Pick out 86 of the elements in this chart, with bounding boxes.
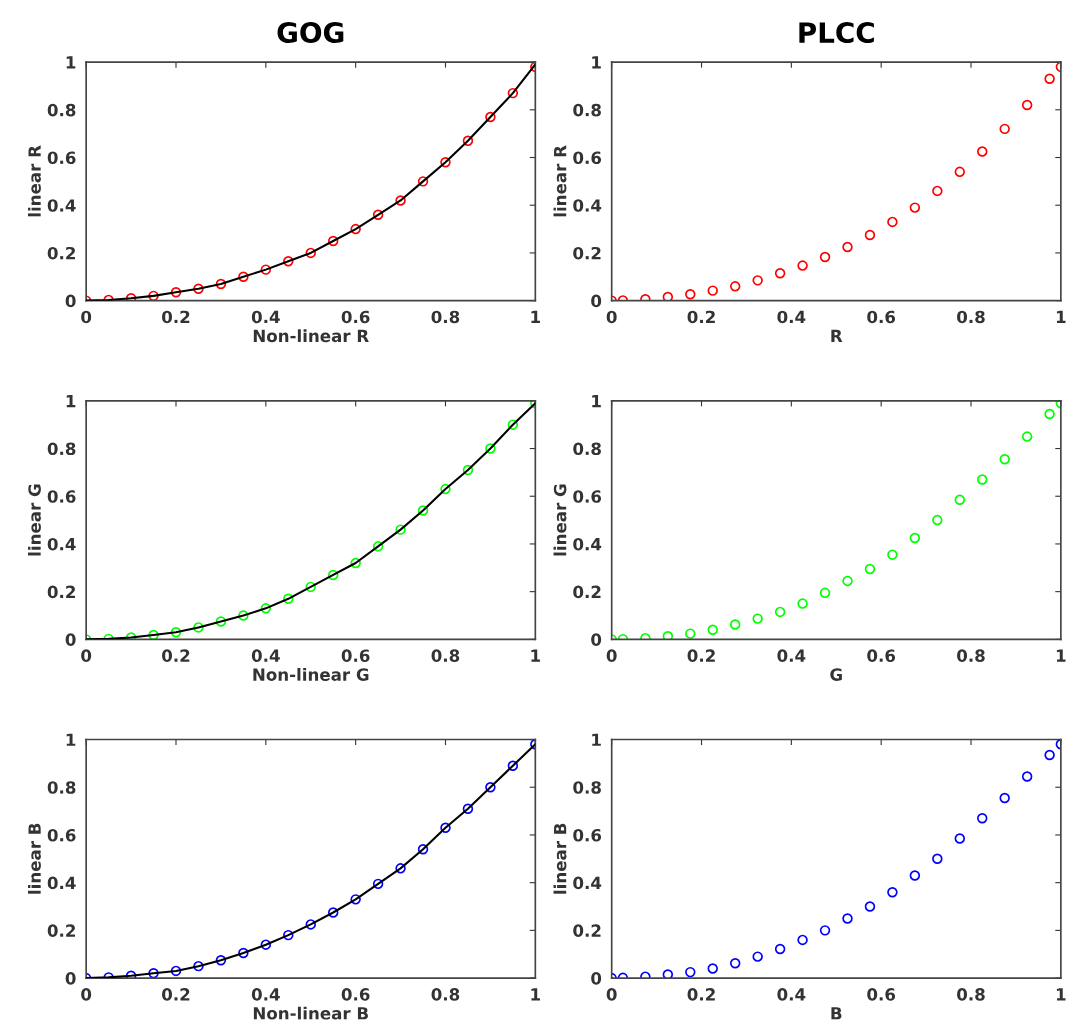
- x-tick-label: 1: [1056, 988, 1066, 1001]
- x-tick-label: 0.8: [957, 649, 985, 662]
- y-axis-title: linear R: [553, 145, 567, 217]
- x-tick-label: 1: [531, 649, 540, 662]
- y-tick-label: 0.8: [47, 103, 76, 117]
- y-axis-title: linear G: [553, 484, 567, 556]
- x-tick-label: 0.8: [431, 649, 460, 662]
- x-tick-label: 0: [606, 310, 617, 324]
- x-tick-label: 0: [81, 649, 92, 662]
- x-axis-title: R: [831, 329, 843, 342]
- y-tick-label: 1: [592, 395, 601, 408]
- x-tick-label: 0.6: [867, 310, 896, 324]
- x-tick-label: 0.8: [957, 988, 985, 1001]
- x-tick-label: 0.2: [162, 310, 190, 324]
- y-tick-label: 0.6: [573, 151, 602, 165]
- y-tick-label: 0.8: [47, 442, 76, 456]
- y-tick-label: 0.4: [47, 199, 76, 212]
- x-tick-label: 1: [1056, 649, 1066, 662]
- y-tick-label: 1: [592, 56, 601, 69]
- y-tick-label: 0.2: [47, 585, 75, 599]
- y-tick-label: 0.2: [573, 585, 601, 599]
- x-tick-label: 0: [81, 310, 92, 324]
- x-tick-label: 0.2: [687, 649, 715, 662]
- y-tick-label: 0.8: [47, 781, 76, 794]
- y-tick-label: 0.4: [573, 876, 602, 890]
- x-tick-label: 0.6: [867, 988, 896, 1001]
- y-tick-label: 0.2: [47, 246, 75, 260]
- x-tick-label: 0.4: [251, 310, 280, 324]
- x-tick-label: 0.8: [957, 310, 985, 324]
- y-tick-label: 0: [65, 294, 76, 308]
- x-tick-label: 0.4: [251, 649, 280, 662]
- x-tick-label: 0.8: [431, 988, 460, 1001]
- chart-title: GOG: [277, 22, 344, 44]
- y-tick-label: 0.2: [47, 924, 75, 937]
- x-tick-label: 0.4: [251, 988, 280, 1001]
- x-tick-label: 0: [606, 988, 617, 1001]
- x-tick-label: 0: [606, 649, 617, 662]
- x-tick-label: 0.6: [341, 988, 370, 1001]
- x-tick-label: 1: [531, 988, 540, 1001]
- y-tick-label: 0: [65, 972, 76, 985]
- y-tick-label: 0.2: [573, 924, 601, 937]
- x-tick-label: 0.4: [777, 649, 806, 662]
- x-tick-label: 1: [1056, 310, 1066, 324]
- y-tick-label: 0.8: [573, 103, 601, 117]
- y-tick-label: 0: [65, 633, 76, 646]
- x-tick-label: 0.8: [431, 310, 460, 324]
- x-tick-label: 0.6: [867, 649, 896, 662]
- x-axis-title: Non-linear R: [253, 329, 369, 343]
- x-tick-label: 0.2: [162, 649, 190, 662]
- y-tick-label: 0.4: [573, 537, 602, 551]
- x-tick-label: 0.2: [687, 310, 715, 324]
- y-tick-label: 0.8: [573, 781, 601, 794]
- y-axis-title: linear B: [553, 823, 567, 894]
- y-tick-label: 0.6: [47, 828, 76, 842]
- y-tick-label: 0.2: [573, 246, 601, 260]
- y-axis-title: linear B: [28, 823, 41, 894]
- x-tick-label: 0: [81, 988, 92, 1001]
- x-axis-title: Non-linear B: [253, 1006, 368, 1020]
- y-tick-label: 0.8: [573, 442, 601, 456]
- y-tick-label: 1: [66, 733, 76, 746]
- x-tick-label: 0.2: [162, 988, 190, 1001]
- y-tick-label: 1: [66, 395, 76, 408]
- y-tick-label: 0.6: [47, 490, 76, 503]
- y-tick-label: 0.4: [573, 199, 602, 212]
- x-axis-title: Non-linear G: [253, 667, 369, 681]
- x-tick-label: 1: [531, 310, 540, 324]
- y-axis-title: linear R: [28, 145, 41, 217]
- y-tick-label: 0.6: [47, 151, 76, 165]
- x-tick-label: 0.2: [687, 988, 715, 1001]
- x-tick-label: 0.4: [777, 988, 806, 1001]
- y-tick-label: 1: [66, 56, 76, 69]
- x-tick-label: 0.4: [777, 310, 806, 324]
- x-tick-label: 0.6: [341, 649, 370, 662]
- x-tick-label: 0.6: [341, 310, 370, 324]
- x-axis-title: B: [831, 1007, 842, 1020]
- y-tick-label: 1: [592, 733, 601, 746]
- y-tick-label: 0.6: [573, 490, 602, 503]
- y-tick-label: 0.6: [573, 828, 602, 842]
- x-axis-title: G: [830, 668, 842, 681]
- y-tick-label: 0.4: [47, 537, 76, 551]
- chart-title: PLCC: [799, 22, 874, 44]
- y-axis-title: linear G: [28, 484, 41, 556]
- y-tick-label: 0.4: [47, 876, 76, 890]
- y-tick-label: 0: [591, 972, 602, 985]
- y-tick-label: 0: [591, 633, 602, 646]
- y-tick-label: 0: [591, 294, 602, 308]
